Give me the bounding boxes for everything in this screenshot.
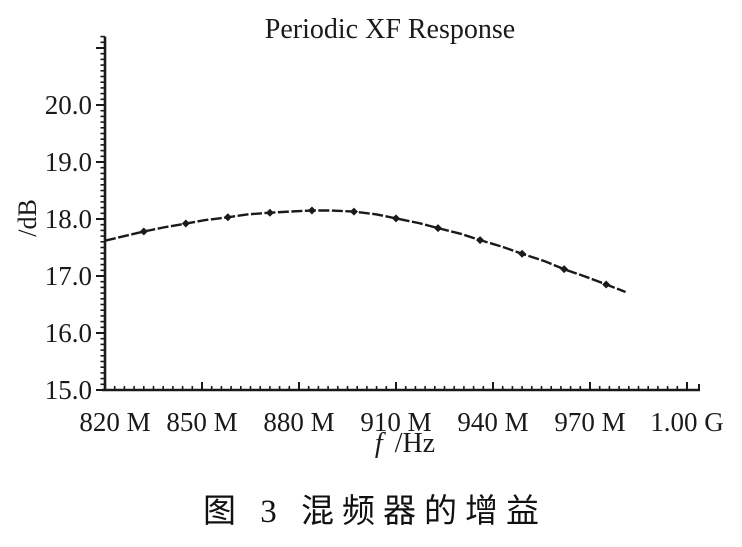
y-tick-label: 20.0 [45,90,92,120]
y-tick-label: 16.0 [45,318,92,348]
data-point-marker [602,280,611,289]
y-axis-tick-labels: 20.0 19.0 18.0 17.0 16.0 15.0 [45,90,92,405]
data-point-marker [181,219,190,228]
data-point-marker [560,265,569,274]
y-tick-label: 15.0 [45,375,92,405]
y-axis-label: /dB [13,199,42,237]
y-tick-label: 19.0 [45,147,92,177]
x-tick-label: 820 M [79,407,150,437]
x-axis-label-unit: /Hz [395,428,435,459]
y-tick-label: 17.0 [45,261,92,291]
plot-area [104,206,627,294]
x-axis-label-symbol: f [375,428,386,459]
chart-title: Periodic XF Response [265,14,515,45]
figure-caption: 图 3 混频器的增益 [203,493,547,530]
y-tick-label: 18.0 [45,204,92,234]
x-tick-label: 850 M [166,407,237,437]
data-point-marker [349,207,358,216]
x-tick-label: 940 M [457,407,528,437]
x-tick-label: 910 M [360,407,431,437]
x-axis-tick-labels: 820 M 850 M 880 M 910 M 940 M 970 M 1.00 G [79,407,723,437]
data-point-marker [223,213,232,222]
data-point-marker [139,227,148,236]
data-point-marker [392,214,400,223]
x-tick-label: 970 M [554,407,625,437]
x-tick-label: 1.00 G [650,407,724,437]
axes [102,36,700,392]
data-point-marker [518,249,527,258]
data-point-marker [307,206,316,215]
y-axis-ticks [96,35,105,391]
x-axis-ticks [104,382,688,390]
x-tick-label: 880 M [263,407,334,437]
data-point-marker [265,208,274,217]
data-point-marker [434,224,443,233]
x-axis-label: f/Hz [375,428,435,459]
data-point-marker [476,236,485,245]
